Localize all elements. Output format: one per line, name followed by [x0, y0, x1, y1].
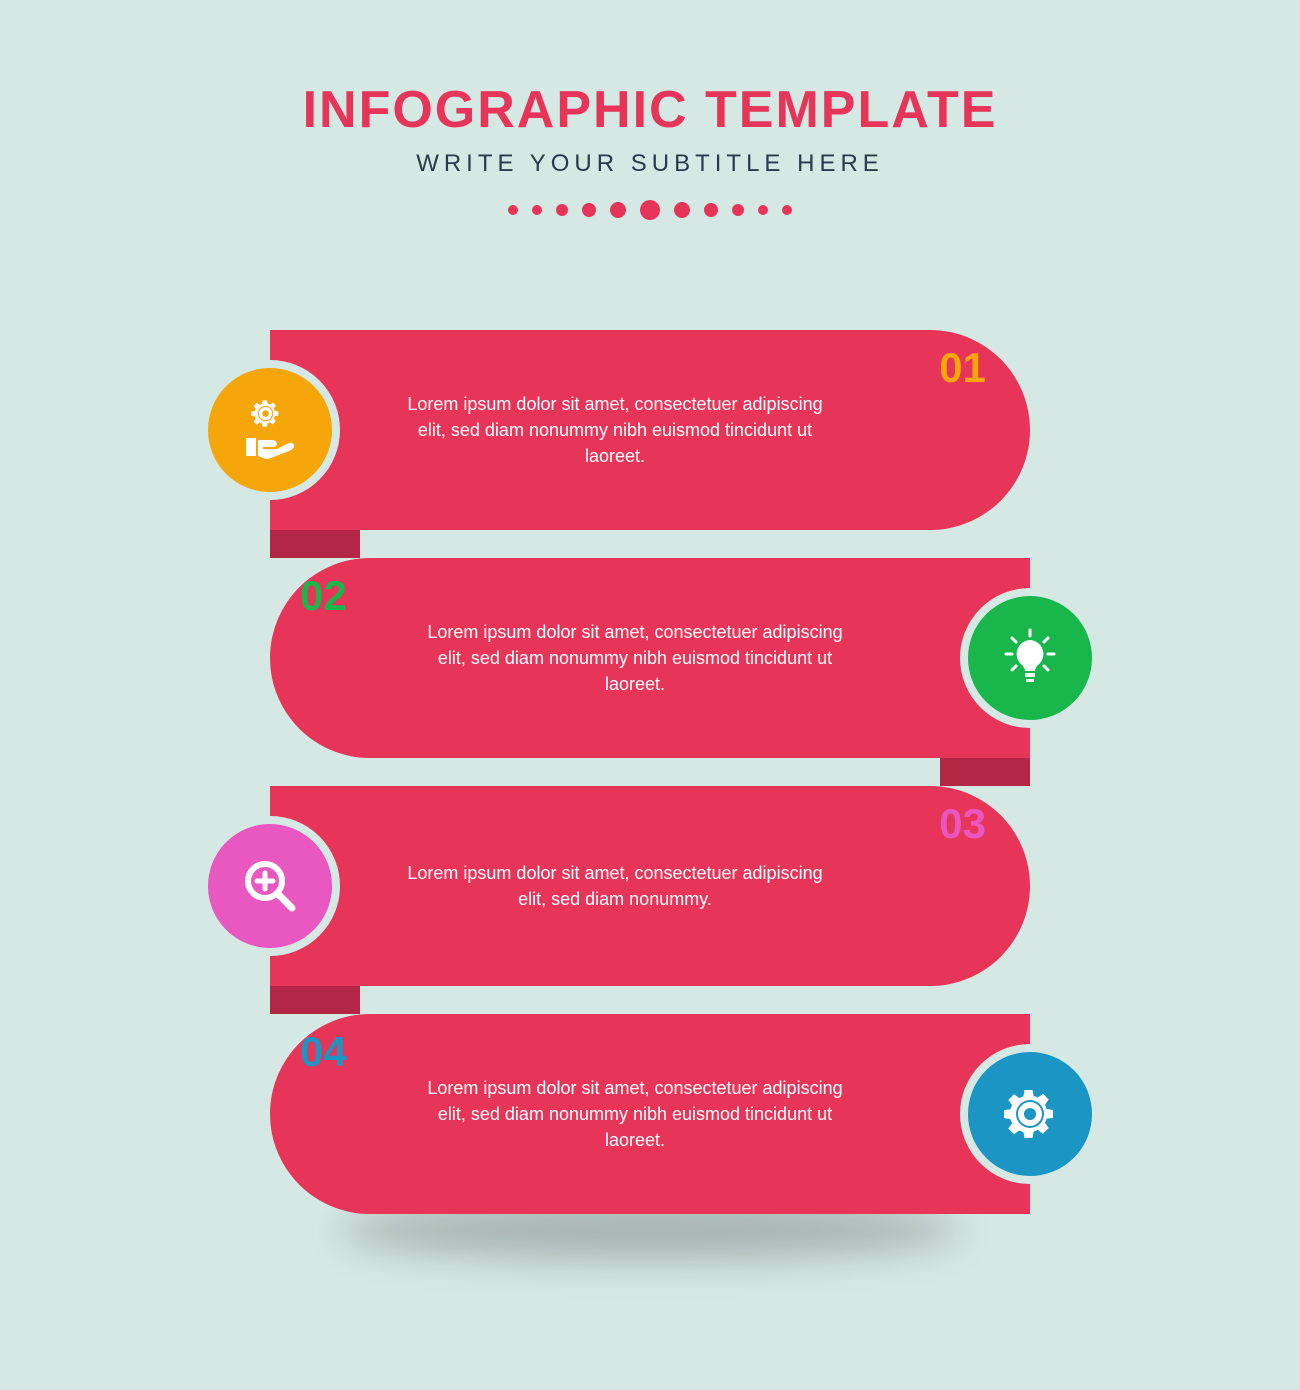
divider-dot: [582, 203, 596, 217]
page-subtitle: WRITE YOUR SUBTITLE HERE: [0, 150, 1300, 178]
ribbon-segment: 01 Lorem ipsum dolor sit amet, consectetu…: [270, 330, 1030, 530]
divider-dot: [782, 205, 792, 215]
ribbon-connector: [270, 530, 360, 558]
magnify-plus-icon: [200, 816, 340, 956]
ribbon: 01 Lorem ipsum dolor sit amet, consectetu…: [270, 330, 1030, 1214]
page-title: INFOGRAPHIC TEMPLATE: [0, 80, 1300, 140]
divider-dot: [610, 202, 626, 218]
gear-icon: [960, 1044, 1100, 1184]
ribbon-connector: [940, 758, 1030, 786]
step-text: Lorem ipsum dolor sit amet, consectetuer…: [420, 1075, 850, 1153]
divider-dot: [640, 200, 660, 220]
step-number: 02: [300, 572, 347, 620]
header: INFOGRAPHIC TEMPLATE WRITE YOUR SUBTITLE…: [0, 0, 1300, 220]
dot-divider: [0, 200, 1300, 220]
ribbon-segment: 04 Lorem ipsum dolor sit amet, consectetu…: [270, 1014, 1030, 1214]
ribbon-connector: [270, 986, 360, 1014]
hand-gear-icon: [200, 360, 340, 500]
divider-dot: [704, 203, 718, 217]
divider-dot: [758, 205, 768, 215]
infographic-canvas: INFOGRAPHIC TEMPLATE WRITE YOUR SUBTITLE…: [0, 0, 1300, 1390]
step-text: Lorem ipsum dolor sit amet, consectetuer…: [400, 860, 830, 912]
step-text: Lorem ipsum dolor sit amet, consectetuer…: [400, 391, 830, 469]
ribbon-segment: 03 Lorem ipsum dolor sit amet, consectetu…: [270, 786, 1030, 986]
divider-dot: [732, 204, 744, 216]
divider-dot: [532, 205, 542, 215]
divider-dot: [674, 202, 690, 218]
lightbulb-icon: [960, 588, 1100, 728]
step-text: Lorem ipsum dolor sit amet, consectetuer…: [420, 619, 850, 697]
divider-dot: [556, 204, 568, 216]
ribbon-segment: 02 Lorem ipsum dolor sit amet, consectetu…: [270, 558, 1030, 758]
step-number: 04: [300, 1028, 347, 1076]
step-number: 03: [939, 800, 986, 848]
divider-dot: [508, 205, 518, 215]
step-number: 01: [939, 344, 986, 392]
